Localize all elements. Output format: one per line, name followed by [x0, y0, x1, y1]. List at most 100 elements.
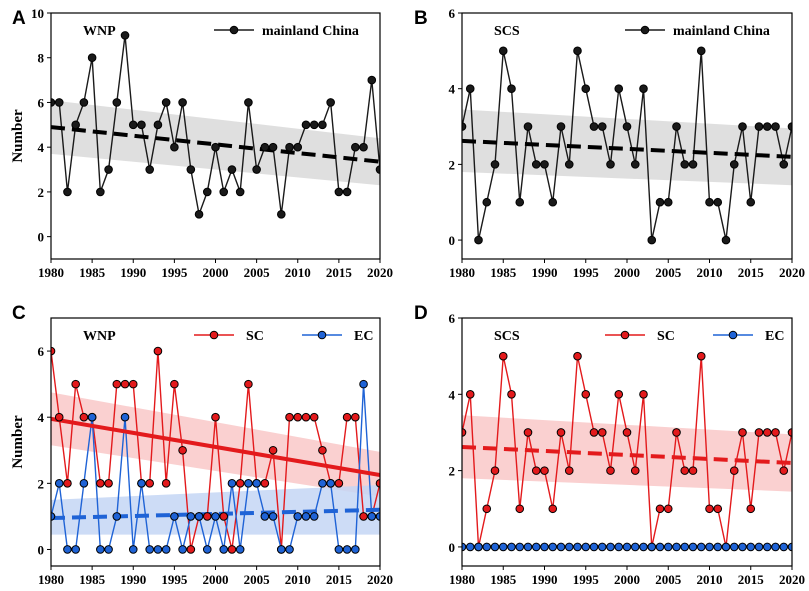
x-tick-label: 1995 — [161, 265, 188, 280]
data-point-mainland-china-2002 — [227, 165, 237, 174]
x-tick-label: 1985 — [79, 265, 106, 280]
data-point-ec-1999 — [202, 545, 212, 554]
x-tick-label: 1990 — [120, 265, 146, 280]
data-point-ec-1995 — [170, 512, 179, 521]
data-point-sc-2000 — [211, 412, 220, 422]
data-point-ec-1987 — [515, 542, 525, 552]
plot-area — [51, 31, 380, 219]
data-point-mainland-china-1995 — [170, 142, 179, 152]
y-axis-label: Number — [10, 109, 26, 163]
data-point-ec-2008 — [688, 542, 698, 552]
data-point-sc-2006 — [672, 428, 681, 437]
data-point-ec-2015 — [334, 545, 344, 554]
data-point-sc-2009 — [285, 412, 294, 422]
legend-label: mainland China — [673, 24, 770, 39]
data-point-mainland-china-1997 — [597, 122, 607, 131]
data-point-ec-1988 — [112, 512, 122, 521]
data-point-mainland-china-2007 — [680, 160, 690, 169]
data-point-ec-2013 — [318, 479, 327, 488]
data-point-sc-2009 — [696, 351, 706, 361]
data-point-sc-1992 — [556, 428, 566, 437]
x-tick-label: 2015 — [738, 572, 765, 587]
data-point-sc-2014 — [738, 428, 747, 437]
plot-area — [462, 351, 792, 552]
x-tick-label: 2005 — [244, 265, 271, 280]
x-tick-label: 1985 — [79, 572, 106, 587]
data-point-ec-1997 — [597, 542, 607, 552]
x-tick-label: 1995 — [573, 265, 600, 280]
data-point-sc-2002 — [639, 390, 648, 399]
data-point-mainland-china-2010 — [705, 197, 714, 207]
data-point-mainland-china-1985 — [498, 46, 508, 56]
data-point-ec-1985 — [87, 412, 97, 422]
data-point-sc-1989 — [531, 466, 541, 475]
y-tick-label: 6 — [38, 344, 45, 359]
data-point-ec-1989 — [120, 412, 130, 422]
y-tick-label: 8 — [38, 51, 45, 66]
data-point-sc-1981 — [54, 412, 64, 422]
data-point-mainland-china-2006 — [260, 142, 270, 152]
data-point-sc-2015 — [746, 504, 756, 514]
x-tick-label: 2010 — [697, 572, 723, 587]
data-point-ec-1982 — [474, 542, 483, 552]
data-point-mainland-china-2001 — [630, 160, 640, 169]
y-tick-label: 2 — [449, 157, 456, 172]
data-point-sc-2020 — [787, 428, 792, 437]
legend-marker — [640, 25, 650, 35]
data-point-ec-1992 — [556, 542, 566, 552]
data-point-ec-2000 — [211, 512, 220, 521]
data-point-mainland-china-2008 — [688, 160, 698, 169]
data-point-ec-2003 — [647, 542, 657, 552]
data-point-mainland-china-1986 — [96, 187, 105, 197]
data-point-mainland-china-1999 — [614, 84, 624, 93]
data-point-ec-1985 — [498, 542, 508, 552]
panel-D: 1980 1985 1990 1995 2000 2005 2010 2015 2020 0 2 4 6… — [414, 303, 805, 587]
data-point-mainland-china-2005 — [663, 197, 673, 207]
data-point-mainland-china-2018 — [359, 142, 368, 152]
data-point-mainland-china-2009 — [696, 46, 706, 56]
plot-area — [462, 46, 792, 245]
data-point-sc-1999 — [614, 390, 624, 399]
data-point-mainland-china-1992 — [556, 122, 566, 131]
data-point-ec-1982 — [63, 545, 72, 554]
data-point-mainland-china-2003 — [235, 187, 245, 197]
data-point-mainland-china-2014 — [326, 98, 335, 107]
data-point-sc-2012 — [309, 412, 319, 422]
data-point-mainland-china-1996 — [589, 122, 599, 131]
x-tick-label: 1985 — [490, 265, 517, 280]
data-point-ec-1997 — [186, 512, 196, 521]
region-label: WNP — [83, 24, 116, 39]
trend-line-mainland-china — [462, 138, 792, 159]
data-point-sc-1996 — [589, 428, 599, 437]
x-tick-label: 2020 — [367, 572, 393, 587]
data-point-sc-1990 — [128, 379, 138, 389]
data-point-ec-1988 — [523, 542, 533, 552]
data-point-mainland-china-1981 — [465, 84, 475, 93]
y-tick-label: 0 — [38, 542, 45, 557]
data-point-mainland-china-1987 — [515, 197, 525, 207]
data-point-ec-2013 — [729, 542, 739, 552]
data-point-sc-1987 — [104, 479, 113, 488]
data-point-sc-2015 — [334, 479, 344, 488]
region-label: SCS — [494, 329, 520, 344]
data-point-sc-1995 — [581, 390, 591, 399]
data-point-ec-2005 — [252, 479, 261, 488]
data-point-ec-2001 — [630, 542, 640, 552]
panel-A: 1980 1985 1990 1995 2000 2005 2010 2015 2020 0 2 4 6… — [10, 6, 393, 280]
data-point-mainland-china-2006 — [672, 122, 681, 131]
data-point-mainland-china-1983 — [482, 197, 492, 207]
x-tick-label: 2015 — [326, 265, 353, 280]
y-tick-label: 0 — [38, 230, 45, 245]
data-point-mainland-china-1998 — [194, 209, 204, 219]
data-point-ec-2020 — [787, 542, 792, 552]
data-point-ec-1996 — [589, 542, 599, 552]
data-point-mainland-china-1990 — [540, 160, 549, 169]
data-point-ec-2009 — [696, 542, 706, 552]
data-point-sc-2000 — [622, 428, 632, 437]
data-point-mainland-china-2008 — [277, 209, 286, 219]
data-point-sc-1994 — [573, 351, 582, 361]
data-point-ec-1987 — [104, 545, 113, 554]
x-tick-label: 2005 — [655, 265, 682, 280]
x-tick-label: 2015 — [738, 265, 765, 280]
data-point-sc-2007 — [680, 466, 690, 475]
